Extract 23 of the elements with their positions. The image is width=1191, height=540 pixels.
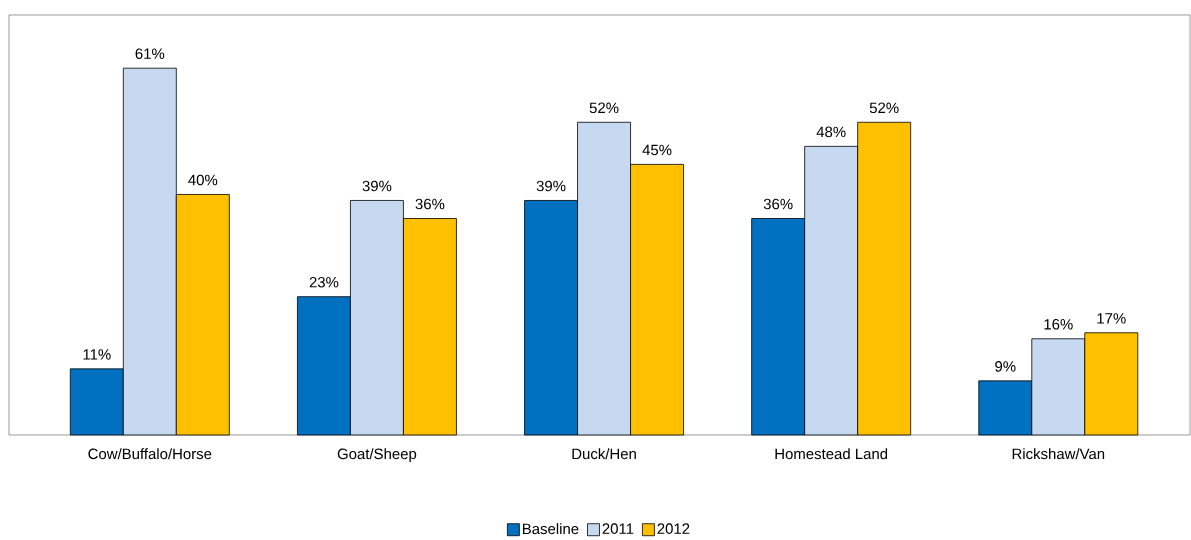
x-tick-label: Goat/Sheep [337, 448, 417, 462]
x-tick-label: Homestead Land [775, 448, 888, 460]
data-label: 17% [1097, 313, 1126, 324]
data-label: 48% [816, 126, 846, 138]
data-label: 45% [642, 144, 672, 156]
data-label: 52% [589, 102, 619, 113]
data-label: 9% [995, 361, 1016, 372]
data-label: 52% [869, 102, 899, 113]
x-tick-label: Rickshaw/Van [1012, 448, 1105, 460]
data-label: 39% [536, 180, 566, 192]
legend-label: 2012 [657, 523, 690, 534]
data-label: 36% [763, 198, 793, 210]
data-label: 36% [415, 198, 445, 210]
data-label: 11% [83, 349, 111, 360]
legend-label: 2011 [602, 523, 634, 534]
legend-label: Baseline [522, 523, 579, 535]
data-label: 39% [362, 180, 392, 192]
data-label: 16% [1044, 318, 1073, 330]
x-tick-label: Duck/Hen [572, 448, 636, 460]
data-label: 61% [135, 48, 165, 59]
data-label: 23% [309, 276, 339, 288]
x-tick-label: Cow/Buffalo/Horse [88, 448, 212, 460]
data-label: 40% [188, 174, 218, 186]
